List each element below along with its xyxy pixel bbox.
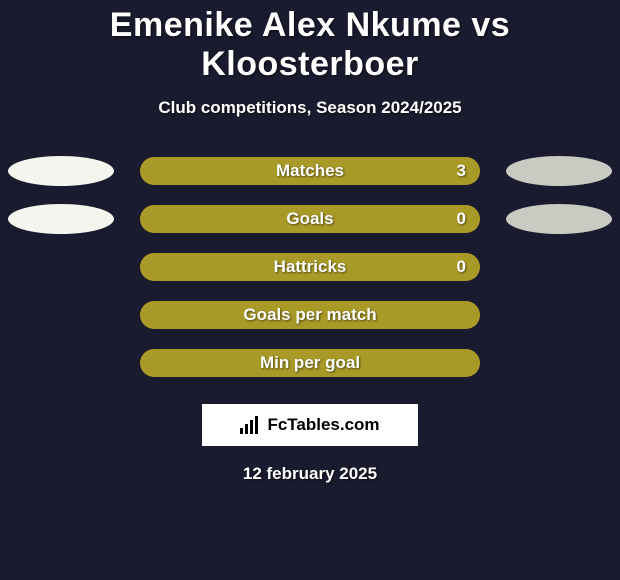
player-left-marker <box>8 204 114 234</box>
stat-label: Goals <box>286 209 333 229</box>
stat-label: Min per goal <box>260 353 360 373</box>
stat-row: Hattricks 0 <box>0 252 620 282</box>
stat-label: Matches <box>276 161 344 181</box>
stat-row: Goals per match <box>0 300 620 330</box>
stat-bar: Goals per match <box>140 301 480 329</box>
page-subtitle: Club competitions, Season 2024/2025 <box>0 98 620 118</box>
stat-value: 3 <box>457 161 466 181</box>
player-left-marker <box>8 156 114 186</box>
stat-value: 0 <box>457 209 466 229</box>
stat-value: 0 <box>457 257 466 277</box>
stat-row: Min per goal <box>0 348 620 378</box>
stat-bar: Min per goal <box>140 349 480 377</box>
stat-bar: Hattricks 0 <box>140 253 480 281</box>
player-right-marker <box>506 156 612 186</box>
brand-text: FcTables.com <box>267 415 379 435</box>
player-right-marker <box>506 204 612 234</box>
stat-row: Matches 3 <box>0 156 620 186</box>
brand-badge: FcTables.com <box>202 404 418 446</box>
stat-bar: Matches 3 <box>140 157 480 185</box>
stat-bar: Goals 0 <box>140 205 480 233</box>
brand-chart-icon <box>240 416 262 434</box>
stat-label: Hattricks <box>274 257 347 277</box>
stat-row: Goals 0 <box>0 204 620 234</box>
date-text: 12 february 2025 <box>0 464 620 484</box>
comparison-card: Emenike Alex Nkume vs Kloosterboer Club … <box>0 0 620 484</box>
stats-rows: Matches 3 Goals 0 Hattricks 0 Goals per match M… <box>0 156 620 378</box>
stat-label: Goals per match <box>243 305 376 325</box>
page-title: Emenike Alex Nkume vs Kloosterboer <box>0 6 620 84</box>
